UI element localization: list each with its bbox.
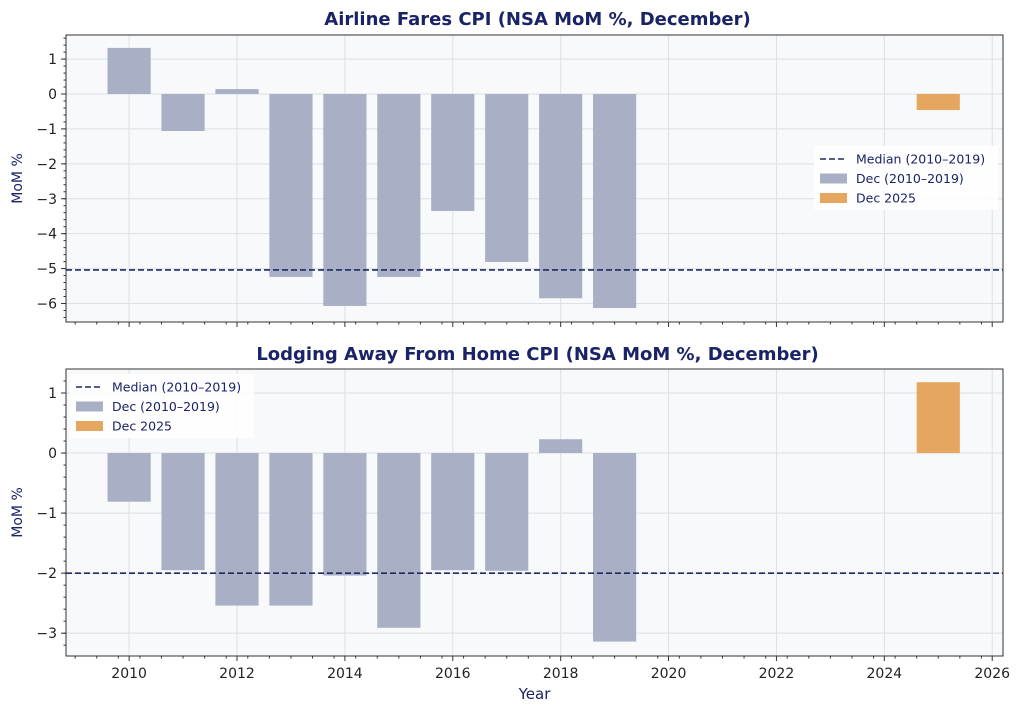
bar-dec-2025 <box>916 382 960 454</box>
bar-dec-2010-2019 <box>161 453 205 571</box>
bar-dec-2025 <box>916 94 960 111</box>
bar-dec-2010-2019 <box>323 94 367 306</box>
chart-2: 1 0 −1 −2 −3 2010 2012 2014 2016 2018 2020 2022 2024… <box>10 344 1010 703</box>
bar-dec-2010-2019 <box>107 47 151 95</box>
y-tick-label: −1 <box>36 506 57 522</box>
y-tick-label: 0 <box>48 87 57 103</box>
chart-title: Airline Fares CPI (NSA MoM %, December) <box>324 9 750 30</box>
y-tick-label: −3 <box>36 626 57 642</box>
x-tick-label: 2014 <box>327 666 363 682</box>
x-tick-label: 2022 <box>759 666 795 682</box>
bar-dec-2010-2019 <box>539 94 583 299</box>
chart-1: 1 0 −1 −2 −3 −4 −5 −6 Airline Fares CPI (NSA MoM… <box>10 9 1004 327</box>
bar-dec-2010-2019 <box>377 453 421 628</box>
y-tick-label: −1 <box>36 122 57 138</box>
bar-dec-2010-2019 <box>485 453 529 571</box>
x-tick-label: 2024 <box>867 666 903 682</box>
legend-label: Dec 2025 <box>112 419 172 434</box>
legend-bar-swatch <box>820 173 847 184</box>
legend-label: Median (2010–2019) <box>112 380 241 395</box>
legend-label: Dec (2010–2019) <box>112 399 220 414</box>
x-tick-label: 2018 <box>543 666 579 682</box>
bar-dec-2010-2019 <box>431 94 475 211</box>
y-tick-label: −5 <box>36 262 57 278</box>
y-tick-label: −6 <box>36 296 57 312</box>
bar-dec-2010-2019 <box>593 94 637 309</box>
y-tick-label: 0 <box>48 446 57 462</box>
x-tick-label: 2020 <box>651 666 687 682</box>
y-tick-label: −3 <box>36 192 57 208</box>
y-tick-label: 1 <box>48 52 57 68</box>
legend-bar-swatch <box>76 401 103 412</box>
bar-dec-2010-2019 <box>161 94 205 132</box>
bar-dec-2010-2019 <box>593 453 637 642</box>
y-axis-label: MoM % <box>10 153 26 203</box>
legend: Median (2010–2019) Dec (2010–2019) Dec 202… <box>70 374 254 438</box>
y-axis-label: MoM % <box>10 487 26 537</box>
bar-dec-2010-2019 <box>539 439 583 454</box>
x-axis-label: Year <box>518 685 552 703</box>
y-tick-label: −2 <box>36 157 57 173</box>
legend-highlight-swatch <box>820 193 847 203</box>
x-tick-label: 2012 <box>219 666 255 682</box>
bar-dec-2010-2019 <box>323 453 367 576</box>
legend-label: Dec (2010–2019) <box>856 171 964 186</box>
chart-title: Lodging Away From Home CPI (NSA MoM %, D… <box>256 344 818 365</box>
axes-frame <box>65 368 1004 657</box>
y-tick-label: −2 <box>36 566 57 582</box>
x-tick-label: 2016 <box>435 666 471 682</box>
bar-dec-2010-2019 <box>485 94 529 262</box>
y-tick-label: −4 <box>36 227 57 243</box>
legend-highlight-swatch <box>76 421 103 431</box>
y-tick-label: 1 <box>48 386 57 402</box>
x-tick-label: 2026 <box>974 666 1010 682</box>
bar-dec-2010-2019 <box>215 89 259 95</box>
bar-dec-2010-2019 <box>377 94 421 277</box>
legend-label: Dec 2025 <box>856 191 916 206</box>
bar-dec-2010-2019 <box>431 453 475 571</box>
bar-dec-2010-2019 <box>269 453 313 606</box>
bar-dec-2010-2019 <box>215 453 259 606</box>
bar-dec-2010-2019 <box>269 94 313 277</box>
legend: Median (2010–2019) Dec (2010–2019) Dec 202… <box>814 146 998 210</box>
legend-label: Median (2010–2019) <box>856 152 985 167</box>
x-tick-label: 2010 <box>111 666 147 682</box>
bar-dec-2010-2019 <box>107 453 151 502</box>
axes-frame <box>65 34 1004 323</box>
